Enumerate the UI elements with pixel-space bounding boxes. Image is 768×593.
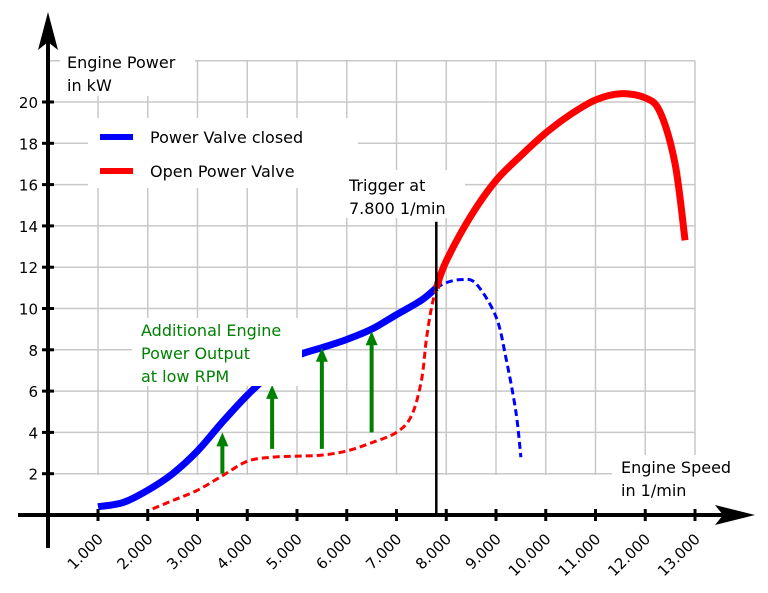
x-tick-label: 10.000 [505, 530, 555, 580]
y-tick-label: 20 [19, 94, 38, 112]
series-line-open-dashed [152, 287, 438, 511]
y-tick-label: 14 [19, 218, 38, 236]
arrow-head [365, 331, 378, 346]
x-tick-label: 1.000 [64, 530, 107, 573]
y-tick-label: 18 [19, 135, 38, 153]
trigger-label-1: Trigger at [348, 176, 425, 195]
x-axis-label-2: in 1/min [621, 481, 686, 500]
arrow-head [216, 432, 229, 447]
annotation-line-1: Additional Engine [141, 321, 281, 340]
x-tick-label: 9.000 [462, 530, 505, 573]
legend-label-closed: Power Valve closed [150, 128, 303, 147]
y-tick-label: 10 [19, 301, 38, 319]
arrow-head [315, 347, 328, 362]
x-tick-label: 13.000 [654, 530, 704, 580]
annotation-line-2: Power Output [141, 344, 250, 363]
legend: Power Valve closed Open Power Valve [88, 118, 358, 188]
y-tick-label: 16 [19, 177, 38, 195]
y-axis-label-1: Engine Power [67, 53, 176, 72]
y-axis-label-2: in kW [67, 76, 112, 95]
x-tick-label: 5.000 [263, 530, 306, 573]
y-tick-label: 6 [28, 383, 38, 401]
x-tick-label: 2.000 [113, 530, 156, 573]
x-tick-label: 6.000 [312, 530, 355, 573]
x-tick-label: 3.000 [163, 530, 206, 573]
y-tick-label: 2 [28, 466, 38, 484]
y-tick-label: 12 [19, 259, 38, 277]
x-tick-label: 8.000 [412, 530, 455, 573]
legend-label-open: Open Power Valve [150, 162, 295, 181]
x-tick-label: 12.000 [604, 530, 654, 580]
x-axis-arrow-icon [715, 505, 755, 525]
arrow-head [266, 384, 279, 399]
x-tick-label: 7.000 [362, 530, 405, 573]
series-line-open-solid [432, 90, 689, 290]
x-tick-label: 11.000 [554, 530, 604, 580]
y-axis-arrow-icon [38, 12, 58, 50]
trigger-label-2: 7.800 1/min [349, 199, 446, 218]
series-line-closed-dashed [435, 277, 523, 458]
y-tick-label: 4 [28, 424, 38, 442]
x-tick-label: 4.000 [213, 530, 256, 573]
x-axis-label-1: Engine Speed [621, 458, 731, 477]
y-tick-label: 8 [28, 342, 38, 360]
annotation-line-3: at low RPM [141, 367, 229, 386]
